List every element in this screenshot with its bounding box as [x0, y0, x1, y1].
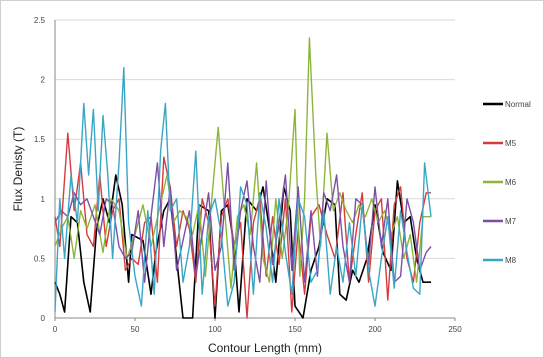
- x-axis-title: Contour Length (mm): [208, 341, 322, 355]
- x-tick-label: 150: [288, 325, 302, 334]
- legend-label-m5: M5: [505, 139, 517, 148]
- legend-label-m7: M7: [505, 217, 517, 226]
- x-tick-label: 100: [208, 325, 222, 334]
- x-tick-label: 0: [53, 325, 58, 334]
- series-line-m8: [54, 66, 432, 313]
- y-axis-title: Flux Denisty (T): [11, 127, 25, 212]
- x-tick-label: 200: [368, 325, 382, 334]
- legend-label-m8: M8: [505, 256, 517, 265]
- legend: Normal M5 M6 M7 M8: [483, 100, 531, 265]
- y-tick-label: 1: [41, 195, 46, 204]
- series-lines: [54, 37, 432, 319]
- legend-label-normal: Normal: [505, 100, 531, 109]
- axes: [54, 20, 456, 321]
- tick-labels: 0 0.5 1 1.5 2 2.5 0 50 100 150 200 250: [34, 16, 462, 334]
- series-line-m6: [54, 37, 431, 289]
- y-tick-label: 0: [41, 314, 46, 323]
- x-tick-label: 250: [448, 325, 462, 334]
- y-tick-label: 2.5: [34, 16, 46, 25]
- y-tick-label: 2: [41, 76, 46, 85]
- x-tick-label: 50: [131, 325, 140, 334]
- y-tick-label: 1.5: [34, 135, 46, 144]
- legend-label-m6: M6: [505, 178, 517, 187]
- y-tick-label: 0.5: [34, 254, 46, 263]
